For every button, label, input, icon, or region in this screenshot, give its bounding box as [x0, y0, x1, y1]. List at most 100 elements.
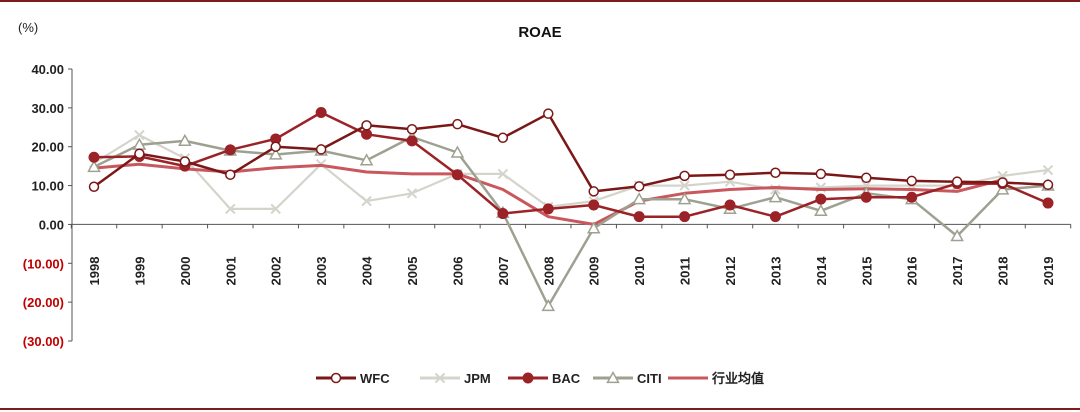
legend-item: CITI: [593, 370, 662, 386]
data-point-CITI: [87, 159, 101, 173]
legend-item: 行业均值: [668, 371, 764, 386]
data-point-JPM: [225, 203, 236, 215]
series-line-BAC: [93, 111, 1049, 218]
data-point-JPM: [497, 168, 509, 180]
x-tick-label: 2013: [768, 257, 783, 286]
data-point-CITI: [359, 153, 374, 166]
data-point-WFC: [361, 120, 372, 131]
data-point-CITI: [632, 192, 646, 205]
data-point-JPM: [406, 188, 418, 199]
data-point-BAC: [633, 211, 645, 223]
data-point-WFC: [452, 118, 463, 130]
legend-label: WFC: [360, 371, 390, 386]
data-point-WFC: [88, 181, 100, 192]
data-point-WFC: [134, 148, 145, 159]
legend-item: BAC: [508, 371, 581, 386]
data-point-WFC: [543, 108, 554, 119]
series-line-JPM: [93, 134, 1049, 210]
data-point-WFC: [497, 132, 509, 144]
data-point-WFC: [633, 181, 645, 192]
data-point-WFC: [315, 144, 327, 155]
data-point-WFC: [861, 172, 872, 184]
legend-item: JPM: [420, 371, 491, 386]
data-point-WFC: [815, 168, 827, 180]
data-point-WFC: [951, 176, 963, 187]
x-tick-label: 2009: [587, 257, 602, 286]
y-tick-label: (30.00): [23, 334, 64, 349]
data-point-CITI: [541, 298, 556, 312]
data-point-WFC: [406, 123, 418, 135]
data-point-WFC: [270, 141, 281, 152]
data-point-WFC: [724, 169, 736, 180]
data-point-JPM: [270, 203, 281, 215]
top-rule: [0, 0, 1080, 2]
legend-item: WFC: [316, 371, 390, 386]
x-tick-label: 2017: [950, 257, 965, 286]
data-point-CITI: [950, 229, 964, 242]
x-tick-label: 2010: [632, 257, 647, 286]
x-tick-label: 2008: [541, 257, 556, 286]
x-tick-label: 2011: [678, 257, 693, 285]
data-point-WFC: [1042, 179, 1054, 191]
legend-marker: [434, 372, 446, 384]
x-tick-label: 2012: [723, 257, 738, 286]
x-tick-label: 2002: [269, 257, 284, 286]
y-unit-label: (%): [18, 20, 39, 35]
legend-label: CITI: [637, 371, 662, 386]
data-point-CITI: [268, 147, 283, 160]
x-tick-label: 2001: [223, 257, 238, 286]
x-tick-label: 2018: [996, 257, 1011, 286]
data-point-CITI: [814, 203, 828, 216]
data-point-BAC: [451, 169, 463, 181]
legend-label: JPM: [464, 371, 491, 386]
data-point-BAC: [224, 144, 236, 156]
x-tick-label: 2007: [496, 257, 511, 286]
x-tick-label: 2015: [859, 257, 874, 286]
x-tick-label: 2016: [905, 257, 920, 286]
data-point-BAC: [815, 193, 827, 205]
data-point-BAC: [361, 128, 373, 140]
data-point-CITI: [178, 133, 192, 147]
data-point-CITI: [450, 145, 465, 158]
legend-marker: [522, 372, 534, 384]
data-point-JPM: [1042, 164, 1054, 176]
y-tick-label: 0.00: [39, 217, 64, 232]
data-point-BAC: [769, 211, 781, 223]
data-point-WFC: [770, 167, 781, 178]
data-point-WFC: [179, 156, 191, 167]
data-point-JPM: [361, 195, 372, 207]
data-point-BAC: [542, 203, 554, 215]
data-point-CITI: [586, 221, 601, 234]
y-tick-label: (10.00): [23, 256, 64, 271]
data-point-WFC: [679, 170, 690, 182]
x-tick-label: 2005: [405, 257, 420, 286]
chart-title: ROAE: [518, 24, 562, 41]
data-point-BAC: [588, 199, 600, 211]
x-tick-label: 1998: [87, 257, 102, 286]
data-point-WFC: [997, 177, 1008, 188]
bottom-rule: [0, 408, 1080, 410]
data-point-BAC: [724, 199, 736, 211]
data-point-BAC: [1042, 197, 1054, 209]
data-point-BAC: [860, 191, 872, 203]
data-point-BAC: [906, 191, 918, 203]
data-point-WFC: [588, 186, 599, 197]
data-point-BAC: [497, 208, 509, 220]
data-point-BAC: [679, 211, 691, 223]
x-tick-label: 1999: [132, 257, 147, 286]
x-tick-label: 2006: [450, 257, 465, 286]
data-point-BAC: [88, 151, 100, 163]
data-point-JPM: [134, 129, 145, 141]
data-point-WFC: [225, 169, 236, 180]
legend-marker: [606, 370, 620, 384]
series-line-WFC: [93, 112, 1049, 193]
y-tick-label: 40.00: [31, 62, 64, 77]
x-tick-label: 2014: [814, 256, 829, 286]
data-point-BAC: [406, 135, 418, 147]
x-tick-label: 2004: [360, 256, 375, 286]
y-tick-label: 30.00: [31, 101, 64, 116]
y-tick-label: 20.00: [31, 140, 64, 155]
data-point-CITI: [677, 192, 692, 205]
y-tick-label: (20.00): [23, 295, 64, 310]
